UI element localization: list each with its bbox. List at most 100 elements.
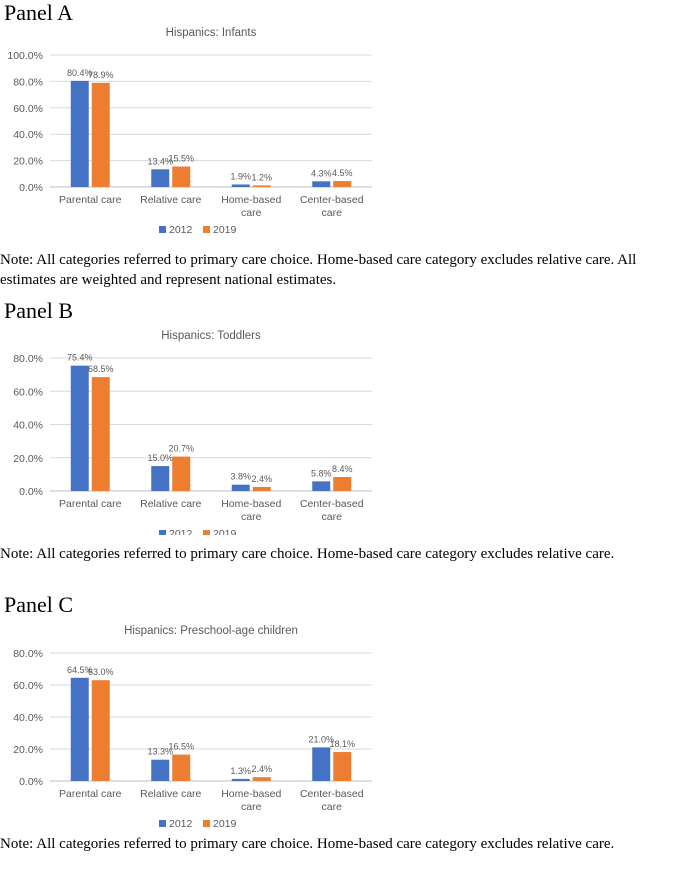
p0-data-label: 1.2% [251, 172, 272, 182]
panel-b-chart: Hispanics: Toddlers 0.0% 20.0% 40.0% 60.0% 80… [13, 330, 372, 535]
p0-data-label: 78.9% [88, 70, 114, 80]
p0-data-label: 4.3% [311, 168, 332, 178]
p1-data-label: 3.8% [230, 472, 251, 482]
p0-category-label: Home-based [221, 194, 281, 206]
p0-data-label: 80.4% [67, 68, 93, 78]
p0-bar-2012 [231, 184, 250, 187]
p1-legend-label: 2012 [169, 528, 193, 535]
p0-y-tick-label: 60.0% [13, 103, 43, 115]
p0-y-tick-label: 0.0% [19, 182, 43, 194]
p0-bar-2019 [252, 185, 271, 187]
p0-category-label: Parental care [59, 194, 122, 206]
p0-data-label: 13.4% [147, 156, 173, 166]
p1-bar-2019 [333, 477, 352, 491]
p2-category-label: Relative care [140, 788, 201, 800]
p0-category-label: Center-based [300, 194, 364, 206]
p0-legend-label: 2019 [213, 224, 237, 236]
panel-b-note: Note: All categories referred to primary… [0, 546, 615, 562]
p2-bar-2012 [312, 747, 331, 781]
p0-y-tick-label: 40.0% [13, 129, 43, 141]
p2-bar-2019 [252, 777, 271, 781]
p1-bar-2012 [231, 484, 250, 491]
p2-category-label: care [322, 801, 343, 813]
p2-bar-2012 [231, 778, 250, 781]
p2-category-label: Parental care [59, 788, 122, 800]
p2-bar-2012 [70, 677, 89, 781]
p0-legend-swatch [159, 226, 166, 233]
p1-data-label: 5.8% [311, 468, 332, 478]
p1-bar-2012 [70, 365, 89, 491]
p1-bar-2012 [151, 466, 170, 491]
p2-bar-2012 [151, 759, 170, 781]
p1-bar-2012 [312, 481, 331, 491]
p2-category-label: Home-based [221, 788, 281, 800]
p2-legend-swatch [159, 820, 166, 827]
p0-legend-swatch [203, 226, 210, 233]
panel-a-chart: Hispanics: Infants 0.0% 20.0% 40.0% 60.0% 80.… [7, 27, 372, 236]
p1-legend-swatch [159, 530, 166, 535]
p0-y-tick-label: 100.0% [7, 50, 43, 62]
p2-data-label: 64.5% [67, 665, 93, 675]
p2-legend-swatch [203, 820, 210, 827]
p1-y-tick-label: 60.0% [13, 386, 43, 398]
p0-bar-2012 [70, 80, 89, 187]
p2-y-tick-label: 60.0% [13, 680, 43, 692]
p1-bar-2019 [91, 377, 110, 491]
p1-chart-title: Hispanics: Toddlers [161, 330, 261, 342]
p1-data-label: 15.0% [147, 453, 173, 463]
p1-legend-label: 2019 [213, 528, 237, 535]
p1-data-label: 20.7% [168, 444, 194, 454]
panel-c-note: Note: All categories referred to primary… [0, 836, 615, 852]
p2-category-label: Center-based [300, 788, 364, 800]
p0-data-label: 4.5% [332, 168, 353, 178]
p1-y-tick-label: 40.0% [13, 420, 43, 432]
p2-data-label: 2.4% [251, 764, 272, 774]
p2-legend-label: 2012 [169, 818, 193, 830]
p2-y-tick-label: 20.0% [13, 744, 43, 756]
panel-a-note: Note: All categories referred to primary… [0, 252, 637, 288]
p1-category-label: care [322, 511, 343, 523]
p2-bar-2019 [333, 752, 352, 781]
p0-category-label: care [241, 207, 262, 219]
panel-b-label: Panel B [4, 298, 74, 323]
p0-category-label: care [322, 207, 343, 219]
p1-data-label: 2.4% [251, 474, 272, 484]
p0-bar-2012 [312, 181, 331, 187]
p0-data-label: 15.5% [168, 154, 194, 164]
p2-data-label: 21.0% [308, 734, 334, 744]
p1-y-tick-label: 20.0% [13, 453, 43, 465]
p2-legend-label: 2019 [213, 818, 237, 830]
p1-legend-swatch [203, 530, 210, 535]
p0-bar-2012 [151, 169, 170, 187]
p1-bar-2019 [172, 456, 191, 491]
p1-category-label: Center-based [300, 498, 364, 510]
p0-category-label: Relative care [140, 194, 201, 206]
p1-y-tick-label: 80.0% [13, 353, 43, 365]
p1-category-label: Home-based [221, 498, 281, 510]
p0-data-label: 1.9% [230, 171, 251, 181]
p0-bar-2019 [91, 82, 110, 187]
p2-category-label: care [241, 801, 262, 813]
p1-data-label: 75.4% [67, 353, 93, 363]
p1-data-label: 68.5% [88, 364, 114, 374]
p1-category-label: Parental care [59, 498, 122, 510]
p1-data-label: 8.4% [332, 464, 353, 474]
p0-y-tick-label: 80.0% [13, 76, 43, 88]
p0-y-tick-label: 20.0% [13, 156, 43, 168]
p2-data-label: 16.5% [168, 742, 194, 752]
p1-bar-2019 [252, 487, 271, 491]
p2-data-label: 13.3% [147, 747, 173, 757]
panel-a-label: Panel A [4, 0, 74, 25]
p1-y-tick-label: 0.0% [19, 486, 43, 498]
p2-y-tick-label: 0.0% [19, 776, 43, 788]
p2-data-label: 18.1% [329, 739, 355, 749]
panel-c-chart: Hispanics: Preschool-age children 0.0% 20.… [13, 625, 372, 830]
p2-y-tick-label: 40.0% [13, 712, 43, 724]
p1-category-label: Relative care [140, 498, 201, 510]
p0-chart-title: Hispanics: Infants [166, 27, 257, 39]
p1-category-label: care [241, 511, 262, 523]
p2-bar-2019 [172, 754, 191, 781]
p2-bar-2019 [91, 680, 110, 781]
p2-y-tick-label: 80.0% [13, 648, 43, 660]
p0-bar-2019 [333, 181, 352, 187]
